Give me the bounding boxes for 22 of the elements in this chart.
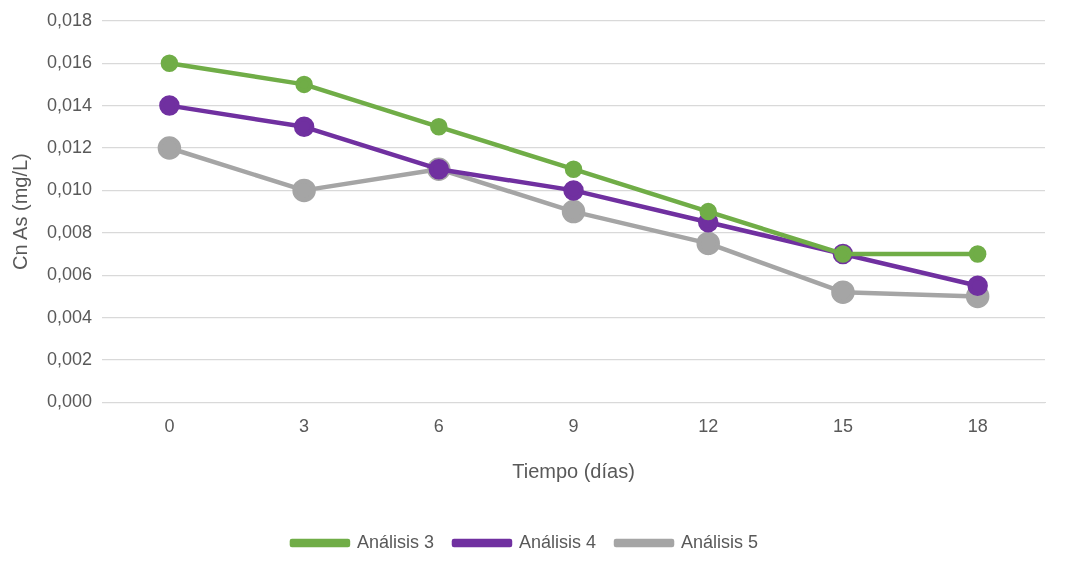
y-tick-label: 0,002 — [47, 348, 93, 369]
x-tick-label: 0 — [164, 416, 175, 437]
x-tick-label: 6 — [433, 416, 444, 437]
x-tick-label: 15 — [832, 416, 853, 437]
x-axis-title: Tiempo (días) — [512, 459, 635, 482]
x-tick-label: 12 — [698, 416, 719, 437]
y-tick-label: 0,016 — [47, 52, 93, 73]
y-axis-title: Cn As (mg/L) — [8, 153, 31, 270]
legend-label: Análisis 4 — [518, 531, 597, 552]
legend-label: Análisis 3 — [356, 531, 434, 552]
y-tick-label: 0,006 — [47, 264, 93, 285]
y-tick-label: 0,004 — [47, 306, 93, 327]
x-tick-label: 3 — [299, 416, 310, 437]
y-tick-label: 0,018 — [47, 9, 93, 30]
x-tick-label: 9 — [568, 416, 579, 437]
y-tick-label: 0,000 — [47, 391, 93, 412]
y-tick-label: 0,012 — [47, 136, 93, 157]
y-tick-label: 0,010 — [47, 179, 93, 200]
x-tick-label: 18 — [967, 416, 988, 437]
y-tick-label: 0,008 — [47, 221, 93, 242]
legend-label: Análisis 5 — [681, 531, 759, 552]
y-tick-label: 0,014 — [47, 94, 93, 115]
